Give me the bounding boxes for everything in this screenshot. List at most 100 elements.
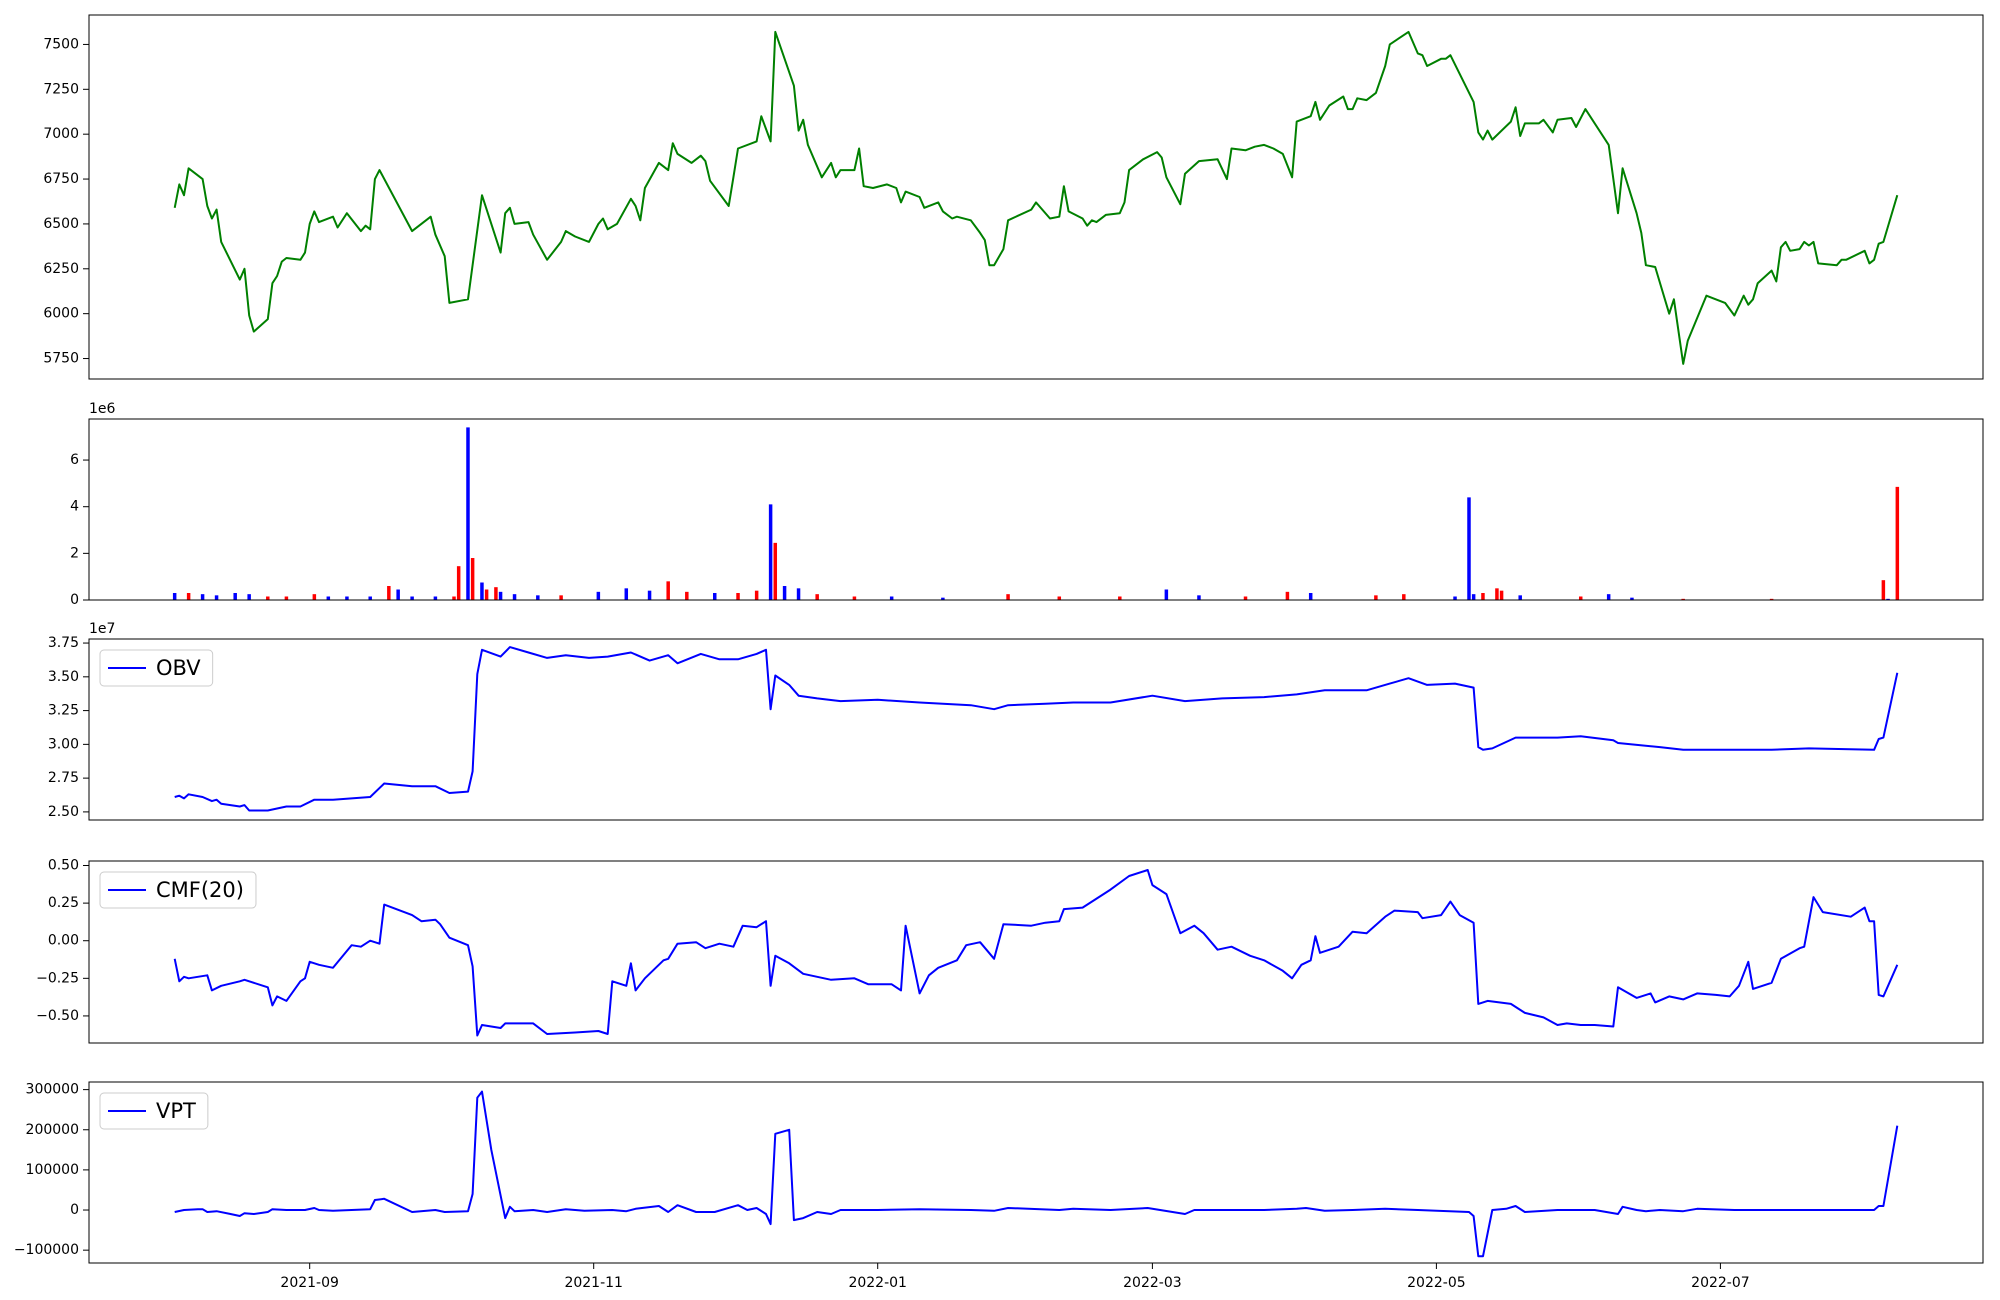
plot-area: [172, 427, 1900, 600]
volume-bar: [1006, 594, 1010, 600]
volume-bar: [266, 596, 270, 600]
y-tick-label: 2.50: [48, 804, 79, 820]
y-tick-label: 200000: [26, 1122, 79, 1138]
series-line: [174, 646, 1899, 812]
y-tick-label: 0.25: [48, 895, 79, 911]
volume-bar: [186, 593, 191, 600]
volume-bar: [452, 596, 456, 600]
volume-bar: [889, 596, 894, 600]
volume-bar: [345, 596, 349, 600]
volume-bar: [480, 582, 484, 600]
x-tick-label: 2022-03: [1123, 1275, 1182, 1291]
volume-bar: [1402, 594, 1406, 600]
volume-bar: [498, 591, 503, 600]
volume-bar: [396, 589, 400, 600]
panel: −100000 0 100000 200000 300000 2021-09 2021-11…: [14, 1081, 1984, 1291]
volume-bar: [647, 590, 652, 600]
volume-bar: [736, 593, 740, 600]
volume-bar: [214, 595, 219, 600]
volume-bar: [536, 595, 540, 600]
legend-box: [99, 871, 257, 909]
legend-text: VPT: [156, 1099, 196, 1123]
panel-frame: [88, 418, 1984, 601]
volume-bar: [1057, 596, 1062, 600]
volume-bar: [1453, 596, 1457, 600]
volume-bar: [596, 591, 601, 600]
volume-bar: [284, 596, 289, 600]
y-tick-label: 0: [70, 592, 79, 608]
series-line: [174, 1090, 1899, 1258]
offset-label: 1e7: [89, 621, 115, 637]
volume-bar: [1606, 594, 1611, 600]
volume-bar: [713, 593, 717, 600]
offset-label: 1e6: [89, 401, 116, 417]
volume-bar: [773, 542, 778, 600]
series-line: [173, 869, 1899, 1037]
y-tick-label: 300000: [26, 1082, 79, 1098]
y-tick-label: 2.75: [48, 770, 79, 786]
y-tick-label: 3.25: [48, 703, 79, 719]
y-tick-label: 7250: [43, 81, 79, 97]
plot-area: [174, 1090, 1899, 1258]
volume-bar: [1886, 598, 1890, 600]
y-tick-label: 7000: [43, 126, 79, 142]
plot-area: [173, 869, 1899, 1037]
x-tick-label: 2021-11: [564, 1275, 623, 1291]
panel-frame: [88, 14, 1984, 380]
volume-bar: [559, 595, 563, 600]
legend-box: [99, 1092, 209, 1130]
y-tick-label: 0.50: [48, 858, 79, 874]
volume-bar: [200, 594, 205, 600]
y-tick-label: −100000: [14, 1242, 79, 1258]
volume-bar: [1164, 589, 1169, 600]
volume-bar: [1243, 596, 1248, 600]
panel: 5750 6000 6250 6500 6750 7000 7250 7500: [43, 14, 1984, 380]
y-tick-label: 6250: [43, 261, 79, 277]
volume-bar: [233, 593, 237, 600]
y-tick-label: 3.75: [48, 635, 79, 651]
panel: 2.50 2.75 3.00 3.25 3.50 3.75 1e7 OBV: [48, 621, 1984, 821]
y-tick-label: 100000: [26, 1162, 79, 1178]
volume-bar: [1285, 591, 1290, 600]
volume-bar: [624, 588, 629, 600]
volume-bar: [796, 588, 801, 600]
volume-bar: [754, 590, 759, 600]
volume-bar: [1118, 596, 1122, 600]
x-tick-label: 2022-07: [1691, 1275, 1750, 1291]
volume-bar: [768, 504, 773, 600]
y-tick-label: 6000: [43, 306, 79, 322]
volume-bar: [1308, 593, 1313, 600]
volume-bar: [387, 586, 391, 600]
panel-frame: [88, 860, 1984, 1044]
volume-bar: [466, 427, 470, 600]
x-tick-label: 2022-05: [1407, 1275, 1466, 1291]
price-line: [173, 30, 1899, 365]
volume-bar: [1681, 598, 1685, 600]
volume-bar: [1630, 597, 1634, 600]
volume-bar: [1895, 486, 1900, 600]
volume-bar: [456, 566, 461, 600]
x-tick-label: 2022-01: [848, 1275, 907, 1291]
legend-text: CMF(20): [156, 878, 244, 902]
volume-bar: [494, 587, 498, 600]
volume-bar: [326, 596, 331, 600]
volume-bar: [433, 596, 438, 600]
volume-bar: [1495, 588, 1499, 600]
panel-frame: [88, 1081, 1984, 1264]
volume-bar: [941, 597, 945, 600]
plot-area: [173, 30, 1899, 365]
y-tick-label: 6750: [43, 171, 79, 187]
volume-bar: [1499, 590, 1504, 600]
y-tick-label: 2: [70, 545, 79, 561]
volume-bar: [1578, 596, 1583, 600]
volume-bar: [1374, 595, 1378, 600]
volume-bar: [410, 596, 414, 600]
volume-bar: [666, 581, 670, 600]
y-tick-label: 3.00: [48, 736, 79, 752]
volume-bar: [512, 594, 517, 600]
y-tick-label: 0: [70, 1202, 79, 1218]
y-tick-label: 7500: [43, 36, 79, 52]
volume-bar: [815, 594, 819, 600]
